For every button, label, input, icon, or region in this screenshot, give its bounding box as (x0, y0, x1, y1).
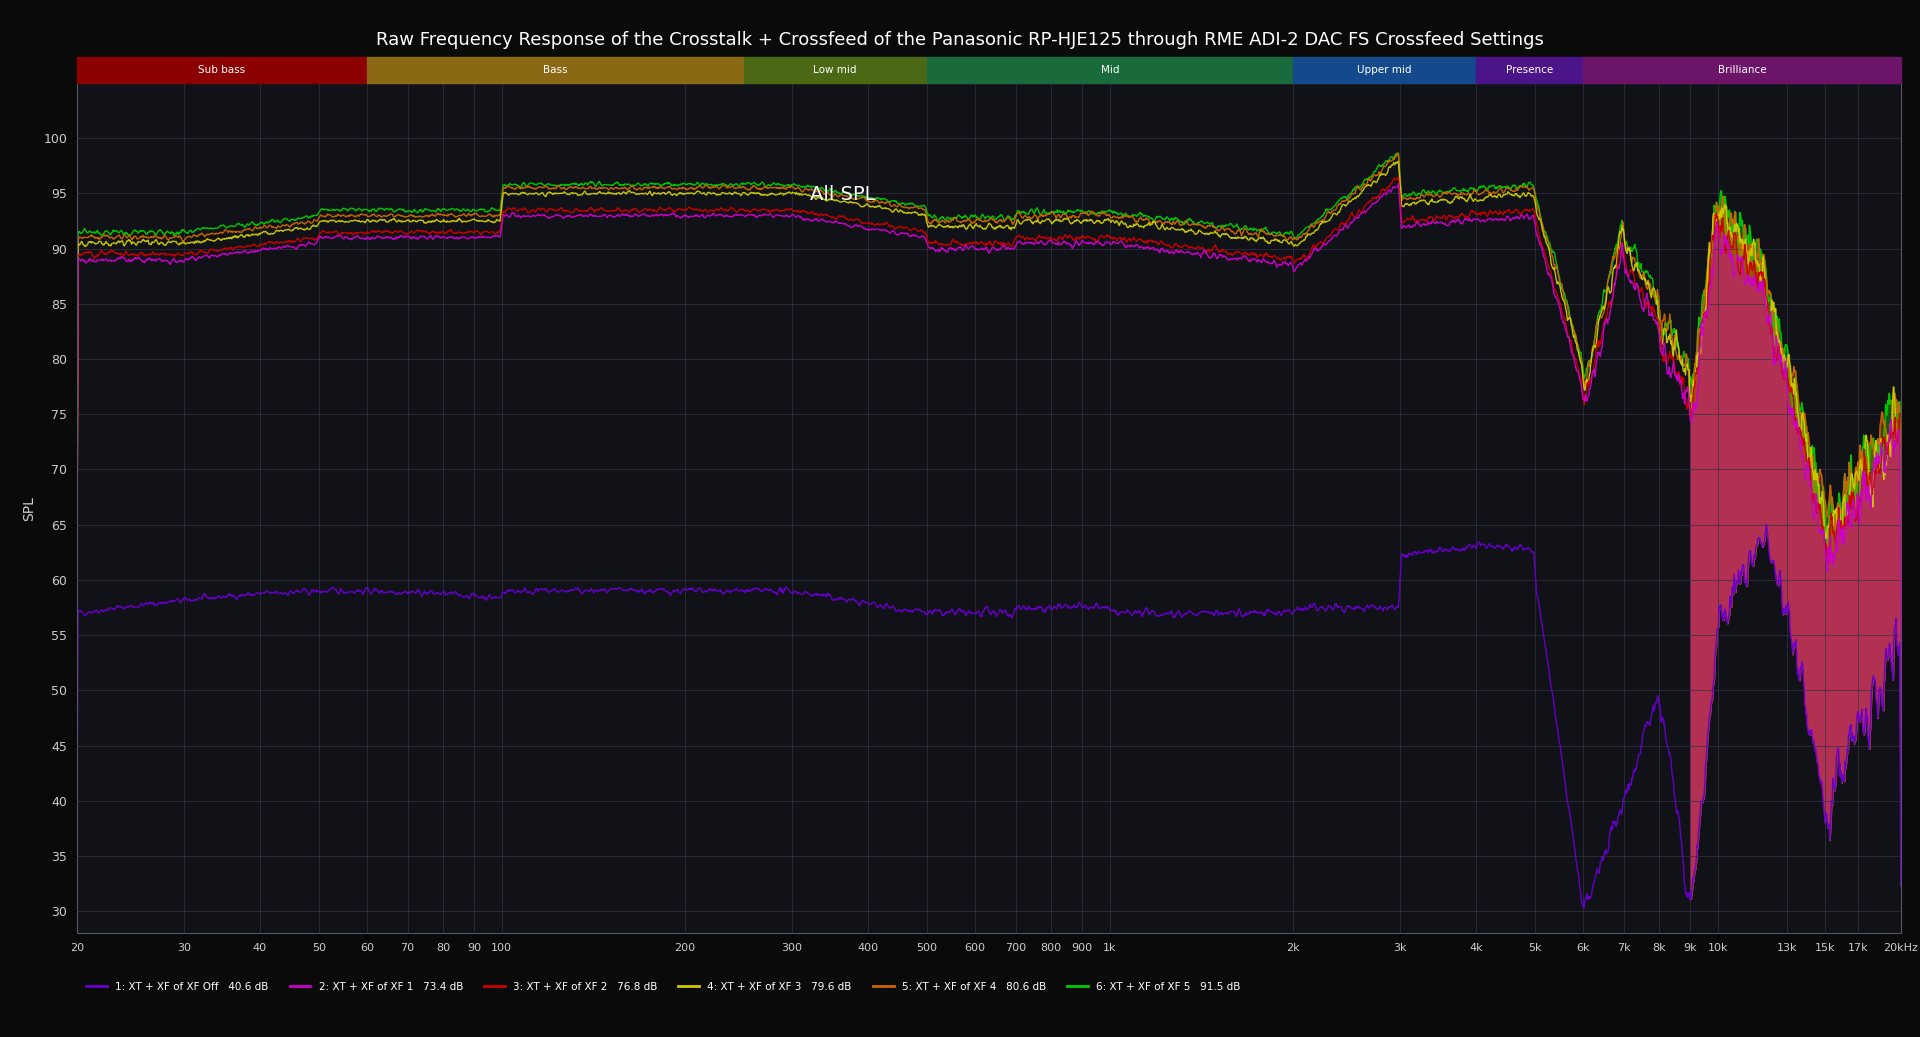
Text: Raw Frequency Response of the Crosstalk + Crossfeed of the Panasonic RP-HJE125 t: Raw Frequency Response of the Crosstalk … (376, 31, 1544, 49)
Bar (1292, 57, 1476, 83)
Text: Presence: Presence (1505, 65, 1553, 76)
Text: Upper mid: Upper mid (1357, 65, 1411, 76)
Y-axis label: SPL: SPL (23, 496, 36, 521)
Text: Sub bass: Sub bass (198, 65, 246, 76)
Text: Mid: Mid (1100, 65, 1119, 76)
Text: Low mid: Low mid (814, 65, 856, 76)
Text: All SPL: All SPL (810, 185, 876, 204)
Text: Brilliance: Brilliance (1718, 65, 1766, 76)
Bar (1476, 57, 1582, 83)
Bar (927, 57, 1292, 83)
Bar (1582, 57, 1901, 83)
Bar (743, 57, 927, 83)
Bar (77, 57, 367, 83)
Text: Bass: Bass (543, 65, 568, 76)
Legend: 1: XT + XF of XF Off   40.6 dB, 2: XT + XF of XF 1   73.4 dB, 3: XT + XF of XF 2: 1: XT + XF of XF Off 40.6 dB, 2: XT + XF… (83, 978, 1244, 997)
Bar (367, 57, 743, 83)
